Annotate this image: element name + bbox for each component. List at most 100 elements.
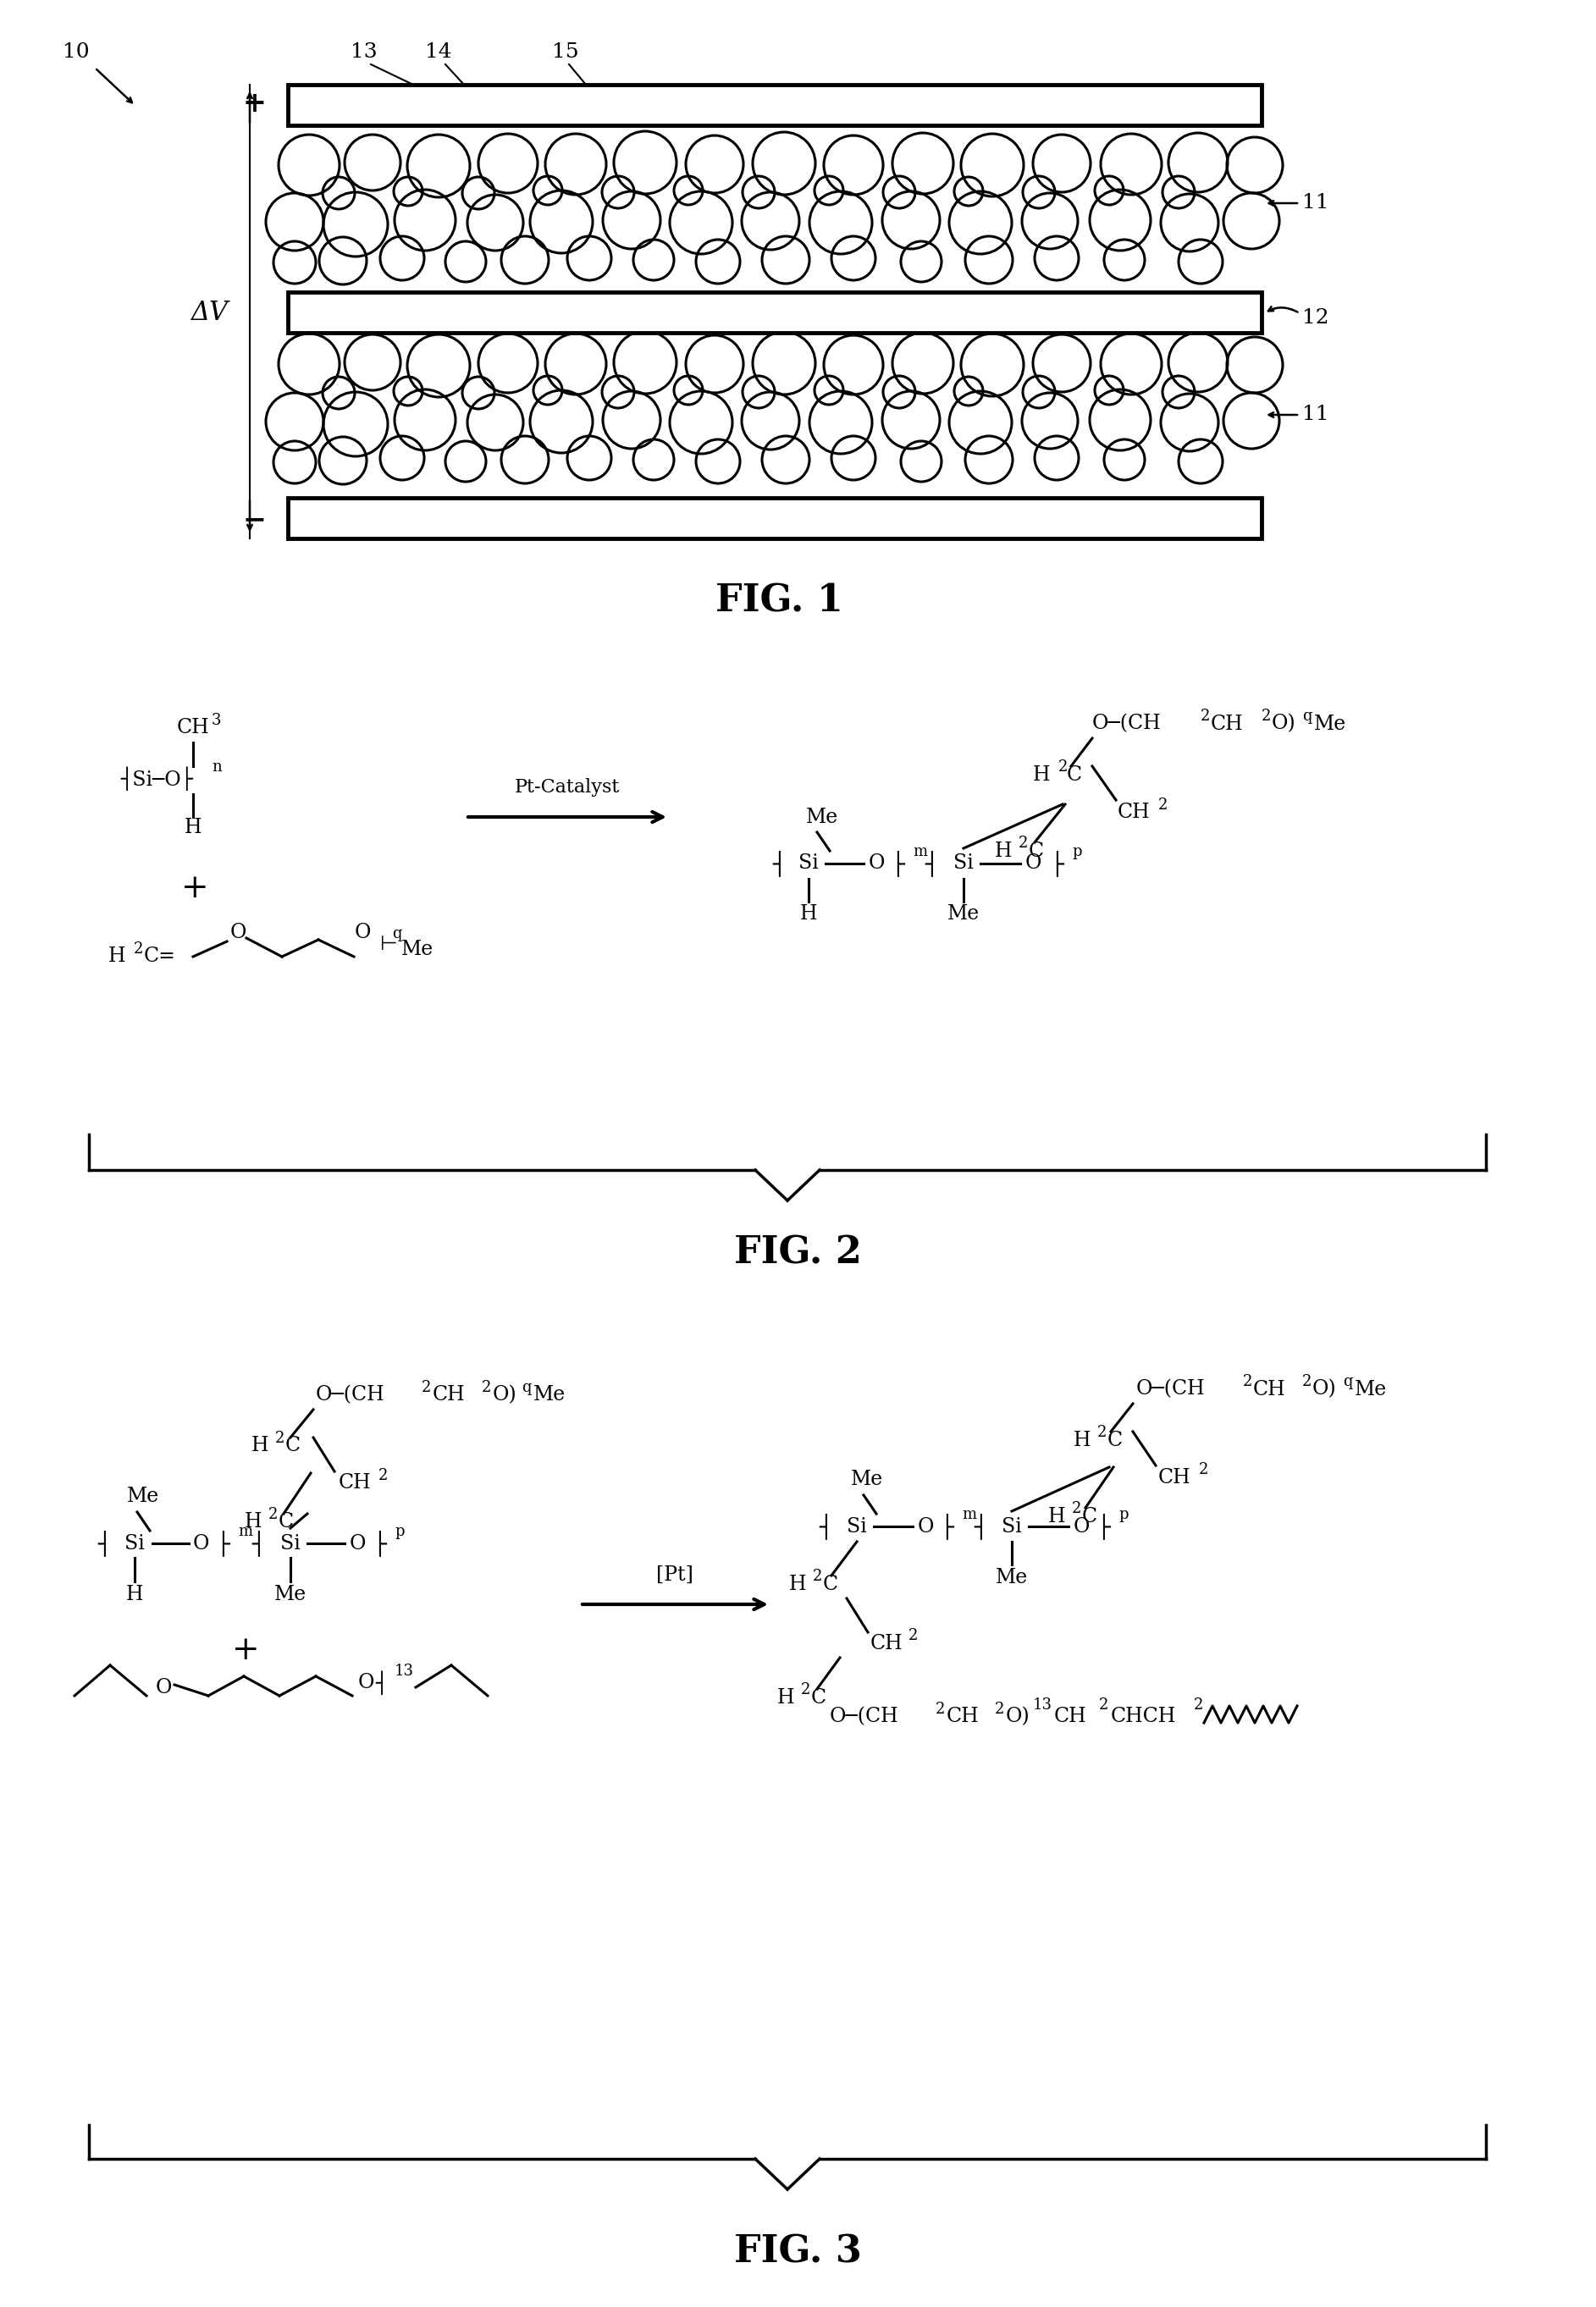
Text: ΔV: ΔV [192,300,228,325]
Text: O: O [1073,1516,1090,1536]
Text: 2: 2 [1073,1502,1082,1516]
Text: 13: 13 [1033,1698,1052,1712]
Text: O─(CH: O─(CH [1136,1380,1205,1398]
Text: ┤Si─O├: ┤Si─O├ [120,766,193,791]
Text: C: C [279,1513,294,1532]
Text: CH: CH [433,1387,466,1405]
Text: 3: 3 [212,713,222,729]
Text: 2: 2 [1261,708,1270,724]
Text: 2: 2 [801,1682,811,1698]
Text: m: m [913,844,927,858]
Text: FIG. 2: FIG. 2 [734,1234,862,1271]
Text: ┤: ┤ [252,1530,265,1557]
Text: ┤: ┤ [97,1530,110,1557]
Text: C: C [824,1573,838,1594]
Text: O): O) [493,1387,517,1405]
Text: O): O) [1272,715,1296,734]
Text: 2: 2 [1302,1375,1312,1389]
Text: CH: CH [1253,1380,1286,1398]
Text: q: q [522,1380,531,1396]
Text: C=: C= [144,946,176,967]
Text: p: p [394,1525,404,1539]
Text: FIG. 1: FIG. 1 [715,584,843,618]
Text: ┤: ┤ [375,1670,388,1696]
Text: ├: ├ [372,1530,386,1557]
Text: 2: 2 [1098,1426,1108,1440]
Text: 11: 11 [1302,194,1329,212]
Text: H: H [1033,766,1050,784]
Text: 12: 12 [1302,307,1329,328]
Text: Si: Si [953,854,974,874]
Text: Si: Si [124,1534,145,1553]
Text: 2: 2 [134,941,144,957]
Text: O: O [1025,854,1041,874]
Text: ├: ├ [1096,1513,1109,1539]
Text: C: C [286,1437,300,1456]
Text: O: O [350,1534,365,1553]
Text: 2: 2 [1018,835,1028,851]
Text: CH: CH [946,1707,980,1726]
Text: O: O [193,1534,209,1553]
Text: CH: CH [870,1633,903,1654]
Text: O─(CH: O─(CH [316,1387,385,1405]
Text: 15: 15 [552,44,579,62]
Text: m: m [962,1506,977,1523]
Text: H: H [244,1513,262,1532]
Text: 14: 14 [425,44,452,62]
Text: CH: CH [1053,1707,1087,1726]
Bar [287,85,1261,125]
Text: 2: 2 [908,1629,918,1643]
Text: 2: 2 [378,1467,388,1483]
Text: ├: ├ [1050,851,1063,877]
Text: 2: 2 [935,1703,945,1716]
Text: ┤: ┤ [819,1513,832,1539]
Bar [287,498,1261,538]
Text: ├: ├ [891,851,905,877]
Text: O): O) [1312,1380,1337,1398]
Text: Me: Me [275,1585,306,1603]
Text: Me: Me [851,1470,883,1490]
Text: H: H [1074,1430,1090,1449]
Text: 2: 2 [1199,1463,1208,1476]
Text: H: H [109,946,126,967]
Text: q: q [393,925,402,941]
Text: CH: CH [1211,715,1243,734]
Text: 2: 2 [1194,1698,1203,1712]
Text: 13: 13 [351,44,378,62]
Text: 2: 2 [421,1380,431,1396]
Text: CH: CH [1159,1467,1191,1488]
Text: C: C [1029,842,1044,861]
Text: H: H [1049,1506,1066,1525]
Text: ├: ├ [940,1513,953,1539]
Text: $\vdash$: $\vdash$ [377,934,397,955]
Text: H: H [251,1437,268,1456]
Text: ┤: ┤ [924,851,938,877]
Text: 10: 10 [62,44,89,62]
Text: Me: Me [128,1488,160,1506]
Text: Si: Si [1002,1516,1021,1536]
Text: C: C [811,1689,827,1707]
Text: Me: Me [533,1387,567,1405]
Text: Me: Me [401,941,434,960]
Text: p: p [1119,1506,1128,1523]
Text: +: + [243,90,267,118]
Text: Me: Me [1314,715,1347,734]
Text: Me: Me [1355,1380,1387,1398]
Text: H: H [185,819,201,837]
Text: 2: 2 [268,1506,278,1523]
Text: +: + [180,874,209,904]
Text: ┤: ┤ [772,851,785,877]
Text: O: O [230,923,246,944]
Text: 2: 2 [994,1703,1004,1716]
Text: Si: Si [281,1534,300,1553]
Text: 2: 2 [1159,798,1168,812]
Text: CH: CH [177,717,209,738]
Text: 2: 2 [482,1380,492,1396]
Text: −: − [243,505,267,533]
Text: O: O [918,1516,934,1536]
Text: Si: Si [847,1516,867,1536]
Bar [287,293,1261,332]
Text: m: m [238,1525,252,1539]
Text: C: C [1108,1430,1124,1449]
Text: p: p [1073,844,1082,858]
